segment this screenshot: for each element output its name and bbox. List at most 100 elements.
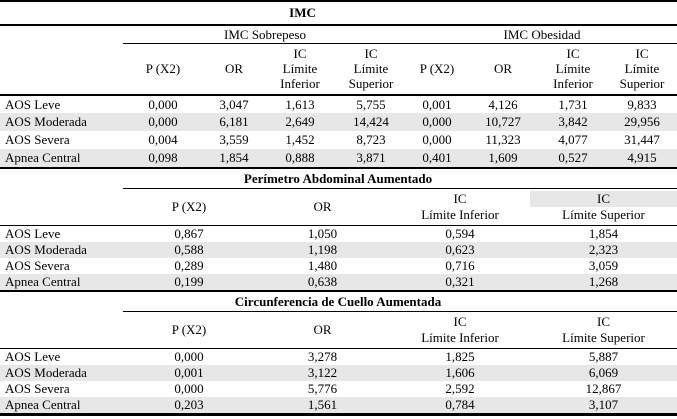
column-header-ic-superior: IC Límite Superior (530, 311, 677, 349)
cell-value: 0,289 (174, 258, 204, 273)
cell-value: 5,887 (588, 349, 619, 364)
column-header-ic-inferior: IC Límite Inferior (390, 311, 530, 349)
section-title-circunferencia: Circunferencia de Cuello Aumentada (123, 291, 677, 312)
table-row: AOS Leve 0,000 3,278 1,825 5,887 (0, 349, 677, 366)
cell-value: 0,000 (407, 113, 467, 131)
cell-value: 12,867 (585, 381, 622, 396)
cell-value: 1,854 (203, 149, 265, 167)
cell-value: 3,047 (219, 96, 249, 112)
cell-value: 0,001 (422, 96, 452, 112)
section-title-perimetro: Perímetro Abdominal Aumentado (123, 168, 677, 189)
cell-value: 0,000 (148, 96, 178, 112)
cell-value: 0,401 (407, 149, 467, 167)
circunferencia-header-row: P (X2) OR IC Límite Inferior IC Límite S… (0, 311, 677, 349)
row-label: AOS Leve (5, 226, 61, 241)
table-row: AOS Moderada 0,001 3,122 1,606 6,069 (0, 365, 677, 381)
cell-value: 0,716 (445, 258, 475, 273)
column-header-p: P (X2) (123, 188, 255, 226)
cell-value: 0,001 (123, 365, 255, 381)
corner-cell (0, 25, 123, 44)
cell-value: 1,268 (530, 274, 677, 290)
header-line-ic: IC (453, 191, 467, 206)
row-label: AOS Severa (5, 381, 70, 396)
column-header-or: OR (467, 43, 539, 96)
column-header-or: OR (255, 311, 390, 349)
row-label: AOS Severa (5, 258, 70, 273)
column-header-ic-superior: IC Límite Superior (607, 43, 677, 96)
circunferencia-cuello-table: Circunferencia de Cuello Aumentada P (X2… (0, 290, 677, 416)
cell-value: 1,561 (255, 397, 390, 415)
cell-value: 1,731 (558, 96, 588, 112)
cell-value: 0,867 (174, 226, 204, 241)
cell-value: 4,915 (607, 149, 677, 167)
cell-value: 10,727 (467, 113, 539, 131)
cell-value: 0,623 (390, 242, 530, 258)
cell-value: 9,833 (627, 96, 657, 112)
row-label: AOS Leve (5, 96, 61, 112)
header-line-ic: IC (530, 191, 677, 207)
cell-value: 0,594 (445, 226, 475, 241)
row-label: AOS Moderada (0, 113, 123, 131)
column-header-ic-inferior: IC Límite Inferior (265, 43, 335, 96)
cell-value: 1,825 (445, 349, 475, 364)
circunferencia-title-row: Circunferencia de Cuello Aumentada (0, 291, 677, 312)
cell-value: 3,278 (307, 349, 338, 364)
table-row: AOS Leve 0,000 3,047 1,613 5,755 0,001 4… (0, 95, 677, 113)
table-row: AOS Severa 0,289 1,480 0,716 3,059 (0, 258, 677, 274)
perimetro-title-row: Perímetro Abdominal Aumentado (0, 168, 677, 189)
column-header-ic-inferior: IC Límite Inferior (390, 188, 530, 226)
table-row: Apnea Central 0,098 1,854 0,888 3,871 0,… (0, 149, 677, 167)
cell-value: 3,107 (530, 397, 677, 415)
perimetro-abdominal-table: Perímetro Abdominal Aumentado P (X2) OR … (0, 167, 677, 290)
cell-value: 0,203 (123, 397, 255, 415)
imc-group-row: IMC Sobrepeso IMC Obesidad (0, 25, 677, 44)
cell-value: 0,321 (390, 274, 530, 290)
perimetro-header-row: P (X2) OR IC Límite Inferior IC Límite S… (0, 188, 677, 226)
cell-value: 11,323 (485, 132, 521, 147)
column-header-p: P (X2) (407, 43, 467, 96)
corner-cell (0, 311, 123, 349)
cell-value: 3,559 (219, 132, 249, 147)
row-label: Apnea Central (0, 397, 123, 415)
table-row: Apnea Central 0,199 0,638 0,321 1,268 (0, 274, 677, 290)
cell-value: 14,424 (335, 113, 407, 131)
cell-value: 5,776 (307, 381, 338, 396)
column-header-or: OR (255, 188, 390, 226)
table-row: AOS Moderada 0,000 6,181 2,649 14,424 0,… (0, 113, 677, 131)
corner-cell (0, 291, 123, 312)
cell-value: 6,181 (203, 113, 265, 131)
group-header-sobrepeso: IMC Sobrepeso (123, 25, 407, 44)
cell-value: 6,069 (530, 365, 677, 381)
imc-header-row: P (X2) OR IC Límite Inferior IC Límite S… (0, 43, 677, 96)
cell-value: 1,606 (390, 365, 530, 381)
cell-value: 0,527 (539, 149, 607, 167)
header-line-limite: Límite Inferior (421, 330, 499, 345)
cell-value: 1,050 (307, 226, 338, 241)
column-header-or: OR (203, 43, 265, 96)
header-line-ic: IC (597, 314, 610, 329)
cell-value: 3,842 (539, 113, 607, 131)
cell-value: 4,077 (558, 132, 588, 147)
cell-value: 1,609 (467, 149, 539, 167)
cell-value: 3,871 (335, 149, 407, 167)
row-label: AOS Severa (5, 132, 70, 147)
row-label: AOS Moderada (0, 365, 123, 381)
cell-value: 5,755 (356, 96, 386, 112)
corner-cell (0, 43, 123, 96)
header-line-ic: IC (453, 314, 467, 329)
corner-cell (0, 188, 123, 226)
table-row: AOS Severa 0,004 3,559 1,452 8,723 0,000… (0, 131, 677, 149)
column-header-p: P (X2) (123, 311, 255, 349)
cell-value: 0,199 (123, 274, 255, 290)
cell-value: 31,447 (624, 132, 660, 147)
cell-value: 2,323 (530, 242, 677, 258)
corner-cell (0, 168, 123, 189)
row-label: Apnea Central (0, 274, 123, 290)
header-line-limite: Límite Inferior (421, 207, 499, 222)
section-title-imc: IMC (0, 1, 677, 26)
imc-table: IMC IMC Sobrepeso IMC Obesidad P (X2) OR… (0, 0, 677, 167)
cell-value: 4,126 (488, 96, 518, 112)
column-header-p: P (X2) (123, 43, 203, 96)
cell-value: 29,956 (607, 113, 677, 131)
